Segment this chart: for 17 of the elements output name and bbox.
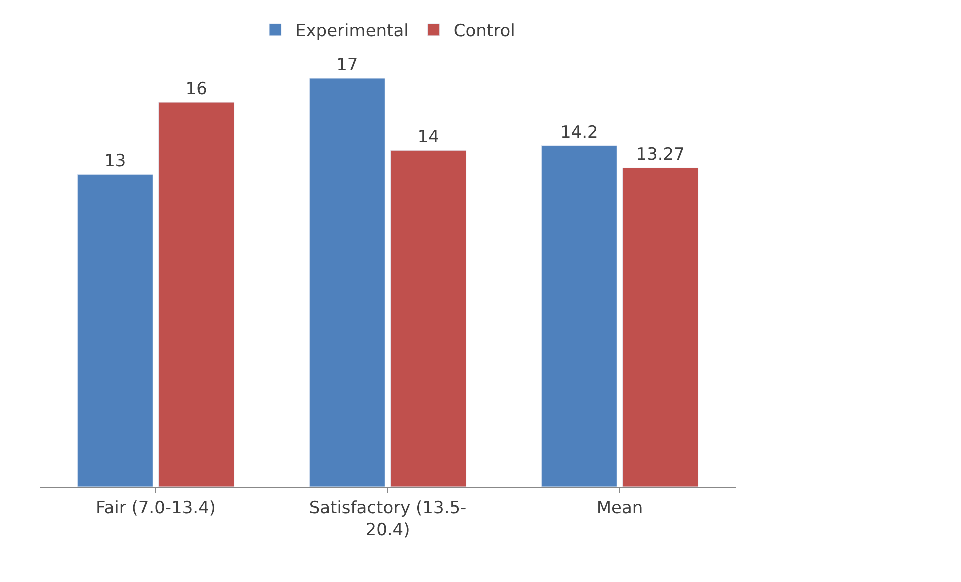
data-label: 16 — [186, 80, 208, 100]
bar — [541, 146, 618, 487]
x-tick-label: Mean — [596, 498, 644, 518]
legend-label: Control — [454, 22, 516, 42]
data-label: 14.2 — [560, 122, 598, 143]
data-label: 17 — [336, 56, 358, 76]
data-label: 13 — [104, 152, 126, 172]
data-label: 13.27 — [636, 145, 685, 166]
bar — [622, 168, 699, 487]
bar — [158, 102, 235, 487]
legend-label: Experimental — [296, 22, 409, 42]
bar — [77, 174, 154, 487]
x-tick-label: Satisfactory (13.5-20.4) — [309, 498, 467, 540]
x-tick-label: Fair (7.0-13.4) — [96, 498, 216, 518]
bar — [309, 78, 386, 487]
data-label: 14 — [418, 128, 440, 148]
bar — [390, 150, 467, 487]
